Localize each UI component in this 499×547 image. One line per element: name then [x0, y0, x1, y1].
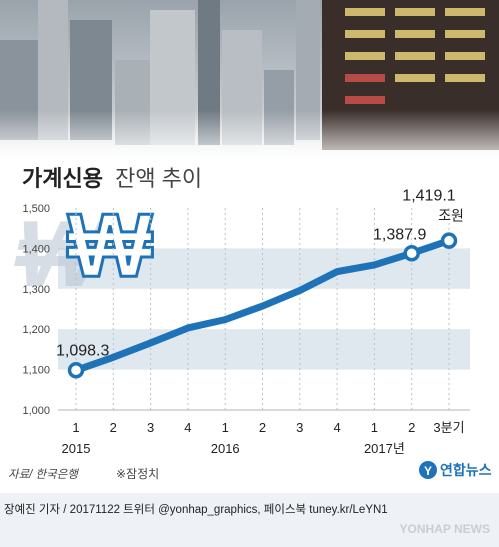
svg-text:Y: Y — [424, 464, 432, 478]
x-tick-label: 4 — [333, 420, 340, 435]
footer-band — [0, 493, 499, 547]
data-labels: 1,098.3 1,387.9 1,419.1 조원 — [56, 188, 464, 360]
y-tick-label: 1,200 — [22, 324, 50, 336]
yonhap-logo-icon: Y 연합뉴스 — [419, 461, 492, 479]
series-line — [67, 232, 458, 379]
data-label: 1,098.3 — [56, 342, 109, 359]
data-point-marker — [440, 232, 458, 249]
y-tick-label: 1,400 — [22, 243, 50, 255]
x-tick-label: 3 — [147, 420, 154, 435]
y-axis: 1,000 1,100 1,200 1,300 1,400 1,500 — [22, 203, 50, 417]
x-tick-label: 2 — [408, 420, 415, 435]
source-text: 자료/ 한국은행 — [8, 468, 79, 481]
x-axis: 1 2 3 4 1 2 3 4 1 2 3분기 — [72, 420, 464, 435]
y-tick-label: 1,000 — [22, 405, 50, 417]
data-label-unit: 조원 — [438, 208, 464, 224]
data-label: 1,387.9 — [373, 226, 426, 243]
footer: 자료/ 한국은행 ※잠정치 장예진 기자 / 20171122 트위터 @yon… — [0, 461, 499, 547]
note-text: ※잠정치 — [116, 467, 159, 481]
year-label: 2016 — [211, 441, 240, 456]
year-labels: 2015 2016 2017년 — [62, 441, 405, 456]
x-tick-label: 2 — [110, 420, 117, 435]
x-tick-label: 3분기 — [433, 420, 464, 435]
y-tick-label: 1,500 — [22, 203, 50, 215]
series-line-path — [72, 237, 453, 374]
x-tick-label: 3 — [296, 420, 303, 435]
watermark-text: YONHAP NEWS — [400, 522, 490, 536]
chart-title: 가계신용 잔액 추이 — [22, 166, 202, 191]
y-tick-label: 1,300 — [22, 284, 50, 296]
data-point-marker — [403, 245, 420, 262]
logo-text: 연합뉴스 — [440, 462, 492, 478]
y-tick-label: 1,100 — [22, 365, 50, 377]
svg-text:₩: ₩ — [68, 196, 153, 296]
x-tick-label: 1 — [72, 420, 79, 435]
data-label: 1,419.1 — [402, 188, 455, 205]
credit-text: 장예진 기자 / 20171122 트위터 @yonhap_graphics, … — [4, 503, 388, 516]
x-tick-label: 1 — [371, 420, 378, 435]
year-label: 2015 — [62, 441, 91, 456]
year-label: 2017년 — [364, 441, 405, 456]
city-background — [0, 0, 499, 170]
x-tick-label: 1 — [222, 420, 229, 435]
x-tick-label: 4 — [184, 420, 191, 435]
won-symbol-icon: ₩ ₩ — [5, 195, 154, 307]
x-tick-label: 2 — [259, 420, 266, 435]
data-point-marker — [67, 362, 85, 379]
title-bold: 가계신용 — [22, 166, 103, 191]
title-regular: 잔액 추이 — [115, 166, 202, 191]
plot-band — [58, 329, 470, 370]
